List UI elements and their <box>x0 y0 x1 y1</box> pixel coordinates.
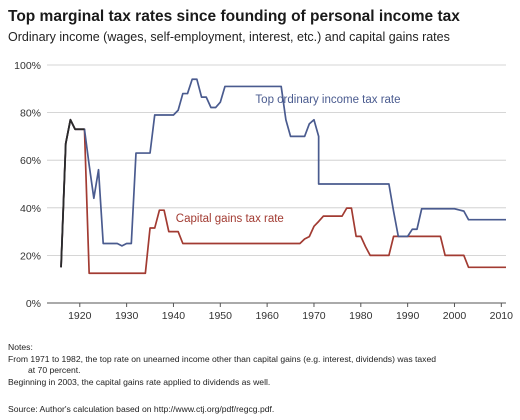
notes-heading: Notes: <box>8 342 33 352</box>
capital-gains-rate-line <box>60 118 506 275</box>
grid-lines <box>47 64 506 256</box>
x-tick-label: 1960 <box>255 310 279 322</box>
series-lines <box>60 78 506 275</box>
x-tick-label: 1970 <box>302 310 326 322</box>
y-tick-label: 60% <box>20 155 41 167</box>
x-tick-label: 1950 <box>209 310 233 322</box>
axes: 0% 20% 40% 60% 80% 100% 1920 1930 1940 1950 1960 19… <box>14 60 513 322</box>
source-note: Source: Author's calculation based on ht… <box>8 404 275 414</box>
x-tick-label: 2010 <box>490 310 514 322</box>
y-tick-label: 0% <box>26 298 41 310</box>
x-tick-label: 1920 <box>68 310 92 322</box>
ordinary-income-rate-line <box>60 78 506 268</box>
x-tick-label: 1990 <box>396 310 420 322</box>
y-tick-label: 20% <box>20 250 41 262</box>
notes-line-1: From 1971 to 1982, the top rate on unear… <box>8 353 437 364</box>
x-tick-label: 1940 <box>162 310 186 322</box>
notes-line-2: at 70 percent. <box>28 365 81 375</box>
notes: Notes: From 1971 to 1982, the top rate o… <box>8 342 513 388</box>
chart-subtitle: Ordinary income (wages, self-employment,… <box>8 30 450 44</box>
tax-rate-line-chart: 0% 20% 40% 60% 80% 100% 1920 1930 1940 1950 1960 19… <box>14 60 513 322</box>
x-tick-label: 1980 <box>349 310 373 322</box>
x-tick-label: 1930 <box>115 310 139 322</box>
series-labels: Top ordinary income tax rate Capital gain… <box>176 94 401 225</box>
capital-gains-label: Capital gains tax rate <box>176 213 284 225</box>
y-tick-label: 40% <box>20 203 41 215</box>
x-tick-label: 2000 <box>443 310 467 322</box>
shared-rate-line <box>60 118 85 268</box>
ordinary-income-label: Top ordinary income tax rate <box>255 94 400 106</box>
notes-line-3: Beginning in 2003, the capital gains rat… <box>8 376 271 387</box>
chart-title: Top marginal tax rates since founding of… <box>8 8 460 25</box>
y-tick-label: 100% <box>14 60 41 72</box>
y-tick-label: 80% <box>20 108 41 120</box>
